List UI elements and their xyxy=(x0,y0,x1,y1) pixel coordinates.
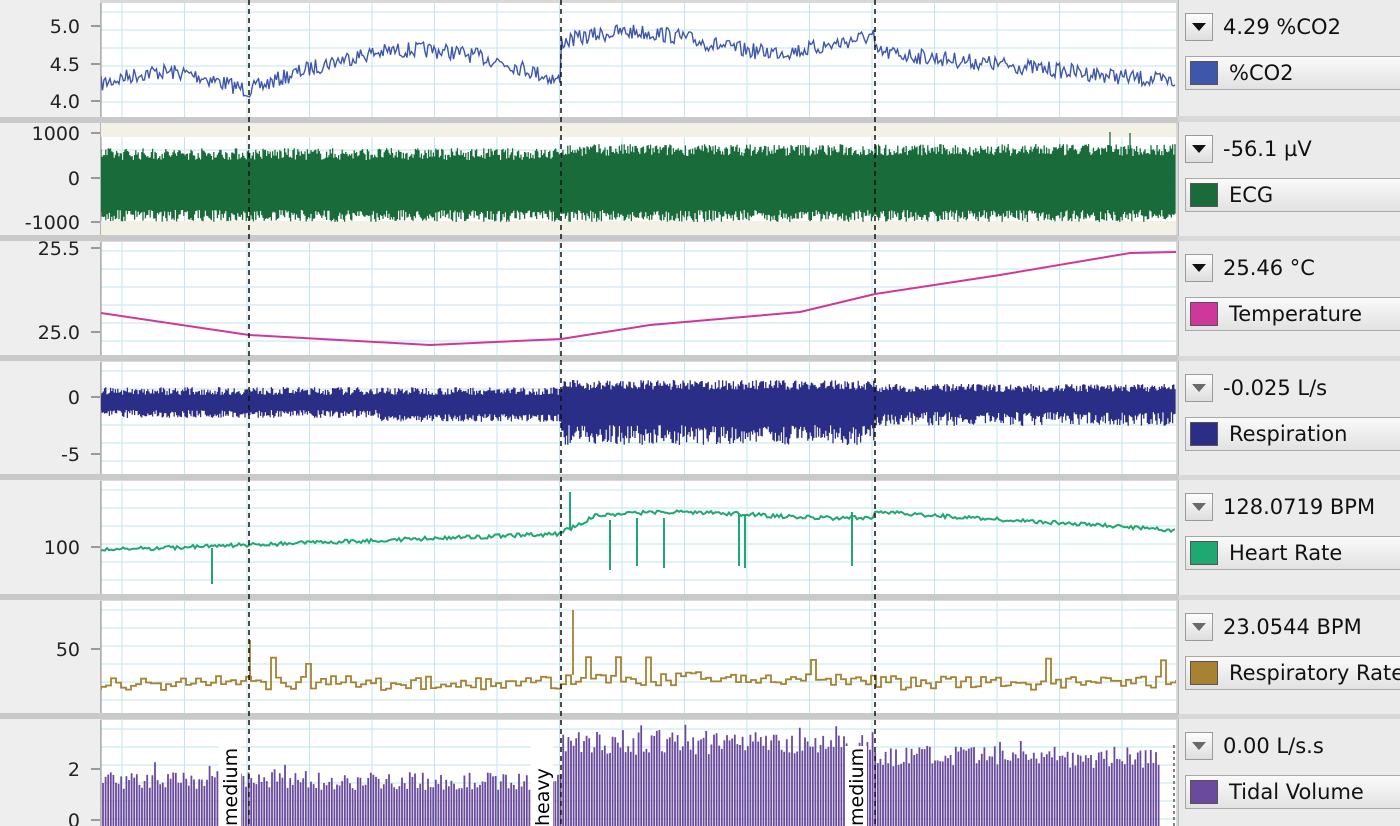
channel-color-swatch xyxy=(1190,422,1218,446)
axis-tick-label: 4.0 xyxy=(50,91,80,113)
channel-name-button[interactable]: Temperature xyxy=(1185,297,1400,331)
heart-rate-trace xyxy=(101,492,1176,584)
axis-tick-label: 25.0 xyxy=(38,322,80,344)
plot-track-rr[interactable]: 50 xyxy=(56,601,1176,713)
channel-reading: -0.025 L/s xyxy=(1223,376,1328,400)
channel-panel-ecg: -56.1 µV ECG xyxy=(1178,122,1400,236)
channel-color-swatch xyxy=(1190,661,1218,685)
channel-reading: 0.00 L/s.s xyxy=(1223,734,1324,758)
channel-panel-hr: 128.0719 BPM Heart Rate xyxy=(1178,480,1400,595)
axis-tick-label: -5 xyxy=(61,444,80,466)
event-marker-label: medium xyxy=(220,748,242,826)
ecg-trace xyxy=(101,123,1176,235)
channel-menu-button[interactable] xyxy=(1185,613,1213,641)
triangle-down-icon xyxy=(1192,23,1206,31)
channel-name-button[interactable]: Tidal Volume xyxy=(1185,775,1400,809)
channel-menu-button[interactable] xyxy=(1185,374,1213,402)
channel-color-swatch xyxy=(1190,61,1218,85)
event-marker-label: heavy xyxy=(532,768,554,826)
plot-track-co2[interactable]: 5.0 4.5 4.0 xyxy=(50,3,1176,117)
channel-name-button[interactable]: %CO2 xyxy=(1185,56,1400,90)
channel-readout-row: 23.0544 BPM xyxy=(1185,610,1400,644)
channel-name: Tidal Volume xyxy=(1229,780,1364,804)
axis-tick-label: 2 xyxy=(68,759,80,781)
triangle-down-icon xyxy=(1192,623,1206,631)
channel-readout-row: 25.46 °C xyxy=(1185,251,1400,285)
axis-tick-label: 4.5 xyxy=(50,54,80,76)
axis-tick-label: 0 xyxy=(68,168,80,190)
co2-trace xyxy=(101,24,1176,98)
channel-reading: -56.1 µV xyxy=(1223,137,1312,161)
channel-name: Respiratory Rate xyxy=(1229,661,1400,685)
channel-name-button[interactable]: Respiration xyxy=(1185,417,1400,451)
channel-name-button[interactable]: Respiratory Rate xyxy=(1185,656,1400,690)
axis-tick-label: 1000 xyxy=(32,123,80,145)
respiratory-rate-trace xyxy=(101,610,1176,691)
channel-menu-button[interactable] xyxy=(1185,493,1213,521)
axis-tick-label: -1000 xyxy=(25,212,80,234)
axis-tick-label: 5.0 xyxy=(50,16,80,38)
channel-panel-temp: 25.46 °C Temperature xyxy=(1178,241,1400,356)
channel-readout-row: -0.025 L/s xyxy=(1185,371,1400,405)
triangle-down-icon xyxy=(1192,145,1206,153)
channel-readout-row: -56.1 µV xyxy=(1185,132,1400,166)
channel-reading: 23.0544 BPM xyxy=(1223,615,1362,639)
triangle-down-icon xyxy=(1192,742,1206,750)
tidal-volume-trace: medium heavy medium xyxy=(102,724,1175,826)
triangle-down-icon xyxy=(1192,264,1206,272)
channel-name-button[interactable]: Heart Rate xyxy=(1185,536,1400,570)
channel-menu-button[interactable] xyxy=(1185,135,1213,163)
channel-color-swatch xyxy=(1190,302,1218,326)
axis-tick-label: 100 xyxy=(44,537,80,559)
event-marker-label: medium xyxy=(846,748,868,826)
axis-tick-label: 0 xyxy=(68,810,80,826)
axis-tick-label: 50 xyxy=(56,639,80,661)
channel-reading: 4.29 %CO2 xyxy=(1223,15,1341,39)
channel-panel-resp: -0.025 L/s Respiration xyxy=(1178,361,1400,475)
channel-name: Temperature xyxy=(1229,302,1363,326)
channel-panel-tv: 0.00 L/s.s Tidal Volume xyxy=(1178,719,1400,826)
channel-readout-row: 128.0719 BPM xyxy=(1185,490,1400,524)
channel-readout-row: 4.29 %CO2 xyxy=(1185,10,1400,44)
plot-track-temp[interactable]: 25.5 25.0 xyxy=(38,238,1176,355)
channel-panel-co2: 4.29 %CO2 %CO2 xyxy=(1178,0,1400,116)
channel-reading: 25.46 °C xyxy=(1223,256,1315,280)
plot-track-hr[interactable]: 100 xyxy=(44,481,1176,594)
channel-menu-button[interactable] xyxy=(1185,254,1213,282)
channel-name: Respiration xyxy=(1229,422,1348,446)
temperature-trace xyxy=(101,251,1176,347)
triangle-down-icon xyxy=(1192,384,1206,392)
axis-tick-label: 25.5 xyxy=(38,238,80,260)
channel-name: Heart Rate xyxy=(1229,541,1343,565)
channel-color-swatch xyxy=(1190,183,1218,207)
channel-reading: 128.0719 BPM xyxy=(1223,495,1376,519)
channel-name: %CO2 xyxy=(1229,61,1294,85)
channel-color-swatch xyxy=(1190,541,1218,565)
respiration-trace xyxy=(101,380,1176,445)
axis-tick-label: 0 xyxy=(68,387,80,409)
channel-menu-button[interactable] xyxy=(1185,732,1213,760)
channel-color-swatch xyxy=(1190,780,1218,804)
channel-readout-row: 0.00 L/s.s xyxy=(1185,729,1400,763)
channel-menu-button[interactable] xyxy=(1185,13,1213,41)
channel-panel-rr: 23.0544 BPM Respiratory Rate xyxy=(1178,600,1400,714)
channel-name: ECG xyxy=(1229,183,1274,207)
triangle-down-icon xyxy=(1192,503,1206,511)
channel-name-button[interactable]: ECG xyxy=(1185,178,1400,212)
